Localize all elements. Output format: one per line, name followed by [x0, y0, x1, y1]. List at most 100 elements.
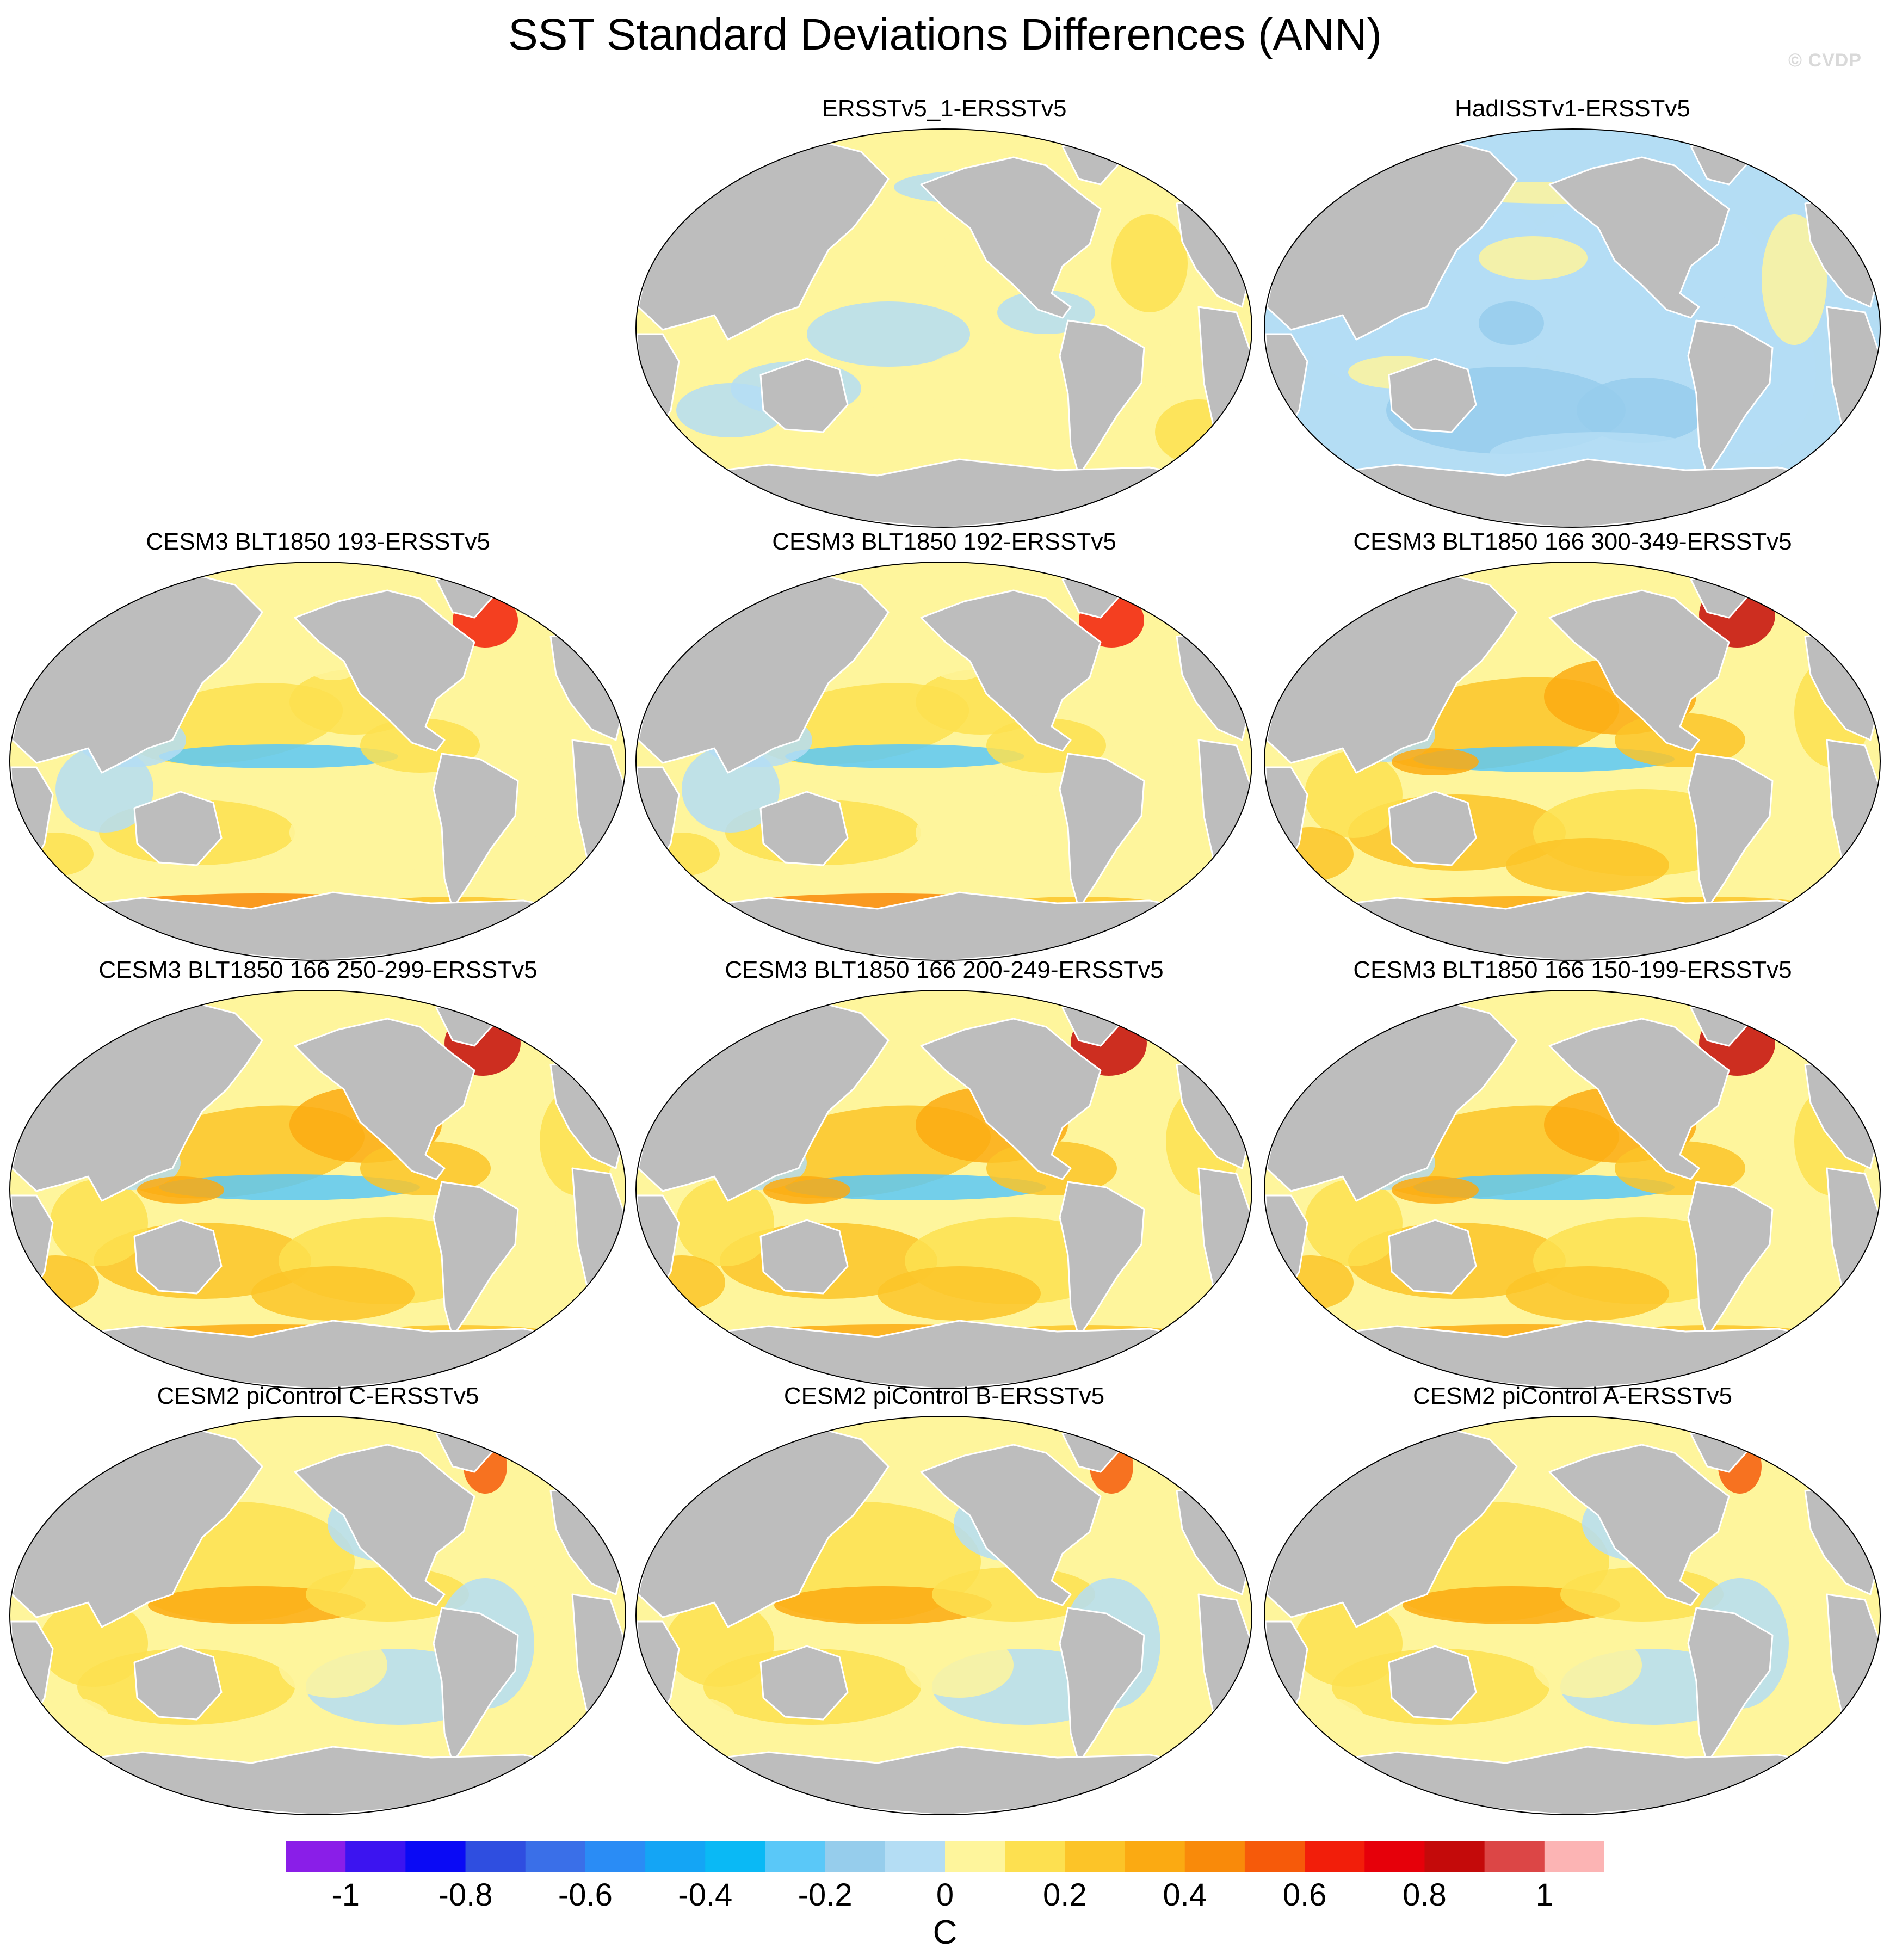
land-mass	[920, 589, 1102, 752]
panel-title: CESM3 BLT1850 166 300-349-ERSSTv5	[1353, 528, 1792, 555]
colorbar-tick-label: 1	[1535, 1877, 1553, 1913]
land-mass	[49, 1320, 595, 1389]
colorbar-swatch	[585, 1841, 646, 1872]
figure-title: SST Standard Deviations Differences (ANN…	[508, 10, 1382, 59]
land-mass	[433, 1607, 519, 1764]
map-panel-cesm2-picontrol-c: CESM2 piControl C-ERSSTv5	[7, 1381, 629, 1816]
map-outline	[635, 1416, 1252, 1815]
land-mass	[294, 1018, 475, 1180]
anomaly-region	[50, 1179, 148, 1266]
anomaly-region	[159, 744, 398, 768]
anomaly-region	[665, 1600, 774, 1687]
map-panel-ersstv5-1: ERSSTv5_1-ERSSTv5	[633, 94, 1256, 529]
colorbar-swatch	[645, 1841, 706, 1872]
land-mass	[1304, 458, 1850, 527]
land-mass	[1304, 1320, 1850, 1389]
anomaly-region	[1267, 1255, 1354, 1310]
colorbar-tick-label: 0.4	[1163, 1877, 1207, 1913]
map-outline	[1264, 128, 1881, 528]
colorbar-swatch	[286, 1841, 346, 1872]
map-content	[636, 129, 1252, 527]
land-mass	[49, 891, 595, 960]
land-mass	[675, 1746, 1221, 1815]
map-outline	[635, 128, 1252, 528]
land-mass	[759, 1219, 849, 1295]
map-panel-cesm2-picontrol-a: CESM2 piControl A-ERSSTv5	[1261, 1381, 1884, 1816]
sst-map	[1264, 128, 1881, 528]
anomaly-region	[55, 745, 153, 833]
land-mass	[1264, 1620, 1308, 1731]
anomaly-region	[1533, 1632, 1642, 1698]
anomaly-region	[676, 383, 785, 437]
anomaly-region	[682, 745, 780, 833]
anomaly-region	[916, 794, 1111, 871]
anomaly-region	[1490, 432, 1707, 476]
anomaly-region	[289, 794, 485, 871]
anomaly-region	[1413, 1174, 1675, 1200]
sst-map	[635, 990, 1252, 1389]
colorbar-units: C	[932, 1914, 958, 1951]
land-mass	[920, 1018, 1102, 1180]
land-mass	[636, 766, 680, 877]
land-mass	[1304, 1746, 1850, 1815]
map-panel-cesm3-166-250-299: CESM3 BLT1850 166 250-299-ERSSTv5	[7, 955, 629, 1390]
colorbar-swatch	[1065, 1841, 1126, 1872]
land-mass	[1388, 358, 1477, 433]
land-mass	[1388, 791, 1477, 866]
anomaly-region	[1267, 827, 1354, 882]
map-panel-hadisstv1: HadISSTv1-ERSSTv5	[1261, 94, 1884, 529]
panel-title: ERSSTv5_1-ERSSTv5	[822, 95, 1067, 122]
anomaly-region	[1305, 751, 1403, 838]
land-mass	[1059, 753, 1145, 910]
anomaly-region	[839, 399, 1035, 465]
panel-title: CESM3 BLT1850 166 150-199-ERSSTv5	[1353, 957, 1792, 983]
colorbar-swatch	[765, 1841, 826, 1872]
anomaly-region	[34, 1698, 110, 1741]
anomaly-region	[1506, 1266, 1669, 1321]
land-mass	[133, 791, 223, 866]
anomaly-region	[785, 744, 1024, 768]
colorbar-swatch	[1125, 1841, 1185, 1872]
map-outline	[9, 990, 626, 1389]
sst-map	[1264, 1416, 1881, 1815]
colorbar-swatch	[1305, 1841, 1365, 1872]
map-outline	[1264, 990, 1881, 1389]
colorbar-swatch	[1544, 1841, 1604, 1872]
colorbar-tick-label: 0.8	[1403, 1877, 1447, 1913]
land-mass	[675, 458, 1221, 527]
sst-map	[9, 990, 626, 1389]
sst-map	[635, 1416, 1252, 1815]
anomaly-region	[676, 1179, 774, 1266]
land-mass	[133, 1645, 223, 1721]
panel-title: CESM2 piControl B-ERSSTv5	[783, 1383, 1105, 1409]
colorbar-swatch	[705, 1841, 765, 1872]
colorbar-swatch	[1484, 1841, 1545, 1872]
colorbar-swatch	[345, 1841, 406, 1872]
land-mass	[1388, 1219, 1477, 1295]
land-mass	[1548, 156, 1730, 319]
anomaly-region	[1479, 301, 1544, 345]
colorbar-tick-label: -0.8	[438, 1877, 493, 1913]
map-panel-cesm2-picontrol-b: CESM2 piControl B-ERSSTv5	[633, 1381, 1256, 1816]
colorbar-swatch	[1005, 1841, 1065, 1872]
land-mass	[920, 1444, 1102, 1606]
land-mass	[433, 753, 519, 910]
land-mass	[294, 1444, 475, 1606]
anomaly-region	[1479, 236, 1588, 280]
land-mass	[1687, 1607, 1774, 1764]
land-mass	[433, 1181, 519, 1338]
colorbar-swatch	[465, 1841, 526, 1872]
anomaly-region	[644, 833, 720, 876]
anomaly-region	[807, 301, 970, 367]
land-mass	[1059, 1181, 1145, 1338]
sst-map	[1264, 562, 1881, 961]
colorbar-tick-label: -0.4	[678, 1877, 733, 1913]
colorbar-swatch	[945, 1841, 1005, 1872]
land-mass	[636, 333, 680, 444]
land-mass	[636, 1194, 680, 1305]
map-content	[636, 562, 1252, 960]
anomaly-region	[12, 1255, 99, 1310]
land-mass	[920, 156, 1102, 319]
anomaly-region	[1392, 748, 1479, 775]
panel-title: CESM2 piControl C-ERSSTv5	[157, 1383, 479, 1409]
